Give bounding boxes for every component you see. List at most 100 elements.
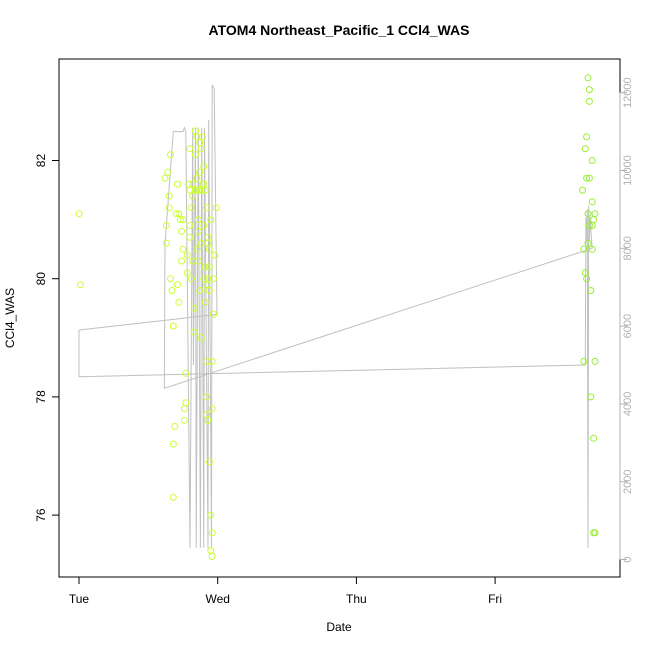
data-point [183, 251, 191, 259]
data-point [162, 222, 170, 229]
right-axis: 0 2000 4000 6000 8000 10000 12000 [619, 77, 634, 563]
data-point [197, 334, 205, 342]
data-point [201, 298, 209, 306]
data-point [180, 417, 188, 424]
data-point [164, 168, 172, 176]
data-point [210, 310, 217, 318]
data-point [588, 245, 596, 253]
y2-tick-label: 10000 [622, 155, 634, 186]
data-point [587, 287, 595, 294]
data-point [178, 257, 186, 265]
x-tick-label: Wed [205, 592, 229, 606]
data-point [182, 399, 190, 407]
data-point [169, 440, 177, 448]
data-point [203, 204, 211, 212]
data-point [167, 151, 174, 159]
data-point [182, 369, 190, 377]
data-point [186, 145, 194, 153]
data-point [192, 151, 199, 159]
data-point [197, 145, 205, 153]
data-point [174, 180, 181, 188]
data-point [200, 275, 208, 283]
data-point [201, 263, 209, 271]
scatter-points [75, 74, 599, 560]
y2-tick-label: 0 [622, 556, 634, 562]
data-point [194, 227, 202, 235]
data-point [194, 257, 202, 265]
bottom-axis: Tue Wed Thu Fri [69, 576, 502, 606]
data-point [205, 245, 213, 253]
plot-frame [58, 58, 621, 578]
data-point [168, 287, 176, 294]
data-point [591, 357, 599, 365]
data-point [193, 174, 201, 182]
y-tick-label: 80 [34, 272, 48, 286]
x-tick-label: Tue [69, 592, 90, 606]
data-point [198, 133, 206, 141]
data-point [204, 275, 212, 283]
data-point [175, 298, 183, 306]
data-point [187, 204, 195, 212]
data-point [208, 529, 216, 537]
data-point [180, 405, 188, 413]
data-point [193, 245, 201, 253]
data-point [200, 222, 208, 229]
secondary-series-line [78, 84, 593, 548]
data-point [174, 281, 181, 289]
y2-tick-label: 12000 [622, 77, 634, 108]
data-point [171, 422, 179, 430]
y-tick-label: 78 [34, 390, 48, 404]
data-point [208, 357, 216, 365]
data-point [591, 529, 599, 537]
data-point [200, 162, 208, 170]
data-point [162, 239, 170, 247]
x-tick-label: Thu [346, 592, 367, 606]
data-point [212, 204, 220, 212]
y2-tick-label: 8000 [622, 236, 634, 260]
x-axis-label: Date [326, 620, 352, 634]
data-point [203, 393, 211, 401]
data-point [176, 216, 184, 224]
y2-tick-label: 6000 [622, 314, 634, 338]
data-point [179, 245, 187, 253]
data-point [183, 269, 191, 277]
data-point [197, 239, 205, 247]
data-point [189, 180, 197, 188]
data-point [584, 74, 592, 82]
data-point [189, 192, 197, 200]
data-point [204, 417, 212, 424]
y2-tick-label: 4000 [622, 392, 634, 416]
data-point [590, 434, 598, 442]
data-point [581, 145, 589, 153]
data-point [584, 210, 592, 218]
data-point [167, 275, 174, 283]
data-point [205, 287, 213, 294]
data-point [161, 174, 169, 182]
data-point [585, 97, 593, 105]
data-point [584, 239, 592, 247]
data-point [201, 186, 209, 194]
data-point [585, 174, 593, 182]
data-point [580, 357, 588, 365]
secondary-line [78, 84, 593, 548]
data-point [583, 275, 591, 283]
data-point [585, 86, 593, 94]
data-point [587, 393, 595, 401]
data-point [186, 233, 194, 241]
data-point [196, 168, 204, 176]
data-point [583, 174, 591, 182]
data-point [172, 210, 180, 218]
data-point [208, 405, 216, 413]
data-point [590, 216, 598, 224]
data-point [178, 227, 186, 235]
data-point [179, 216, 187, 224]
data-point [579, 186, 586, 194]
data-point [211, 251, 219, 259]
data-point [585, 222, 593, 229]
data-point [207, 216, 215, 224]
data-point [187, 275, 195, 283]
left-axis: 76 78 80 82 [34, 154, 60, 522]
data-point [169, 493, 177, 501]
data-point [591, 210, 599, 218]
y-tick-label: 76 [34, 508, 48, 522]
